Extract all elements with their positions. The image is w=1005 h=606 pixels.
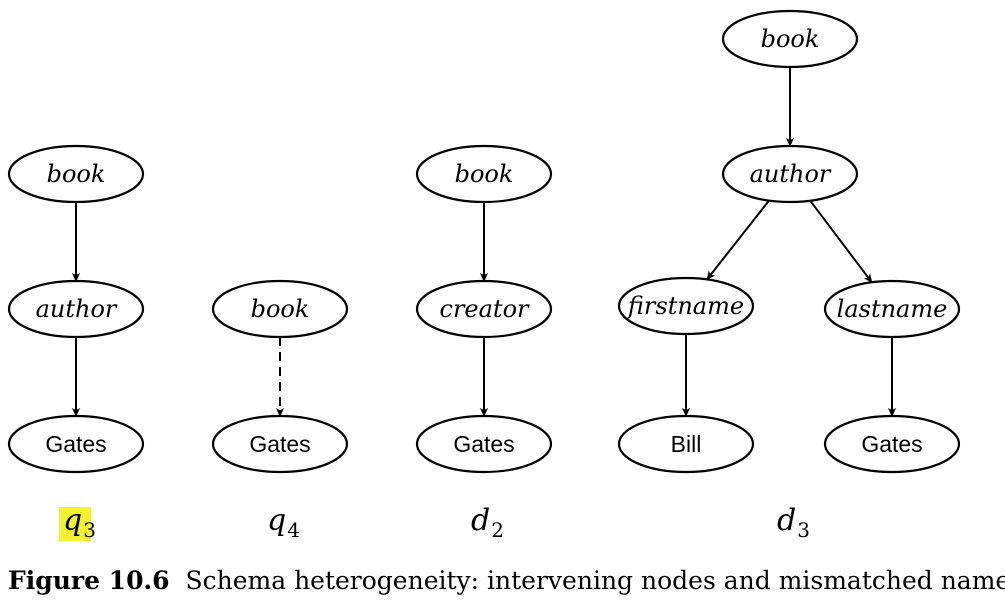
node-q4-gates: Gates — [211, 414, 349, 474]
node-label-q4-gates: Gates — [249, 431, 310, 457]
node-q3-book: book — [7, 144, 145, 204]
node-d3-lastname: lastname — [823, 279, 961, 339]
tree-label-index-d3: 3 — [797, 518, 810, 542]
node-q3-author: author — [7, 279, 145, 339]
node-ellipse-d3-author — [721, 144, 859, 204]
tree-label-q3: q3 — [59, 503, 96, 542]
tree-label-text-q3: q3 — [63, 503, 96, 542]
tree-label-index-q3: 3 — [83, 518, 96, 542]
node-label-q3-gates: Gates — [45, 431, 106, 457]
figure-caption-text: Schema heterogeneity: intervening nodes … — [185, 566, 1005, 595]
node-d3-gates: Gates — [823, 414, 961, 474]
schema-heterogeneity-diagram: book author Gates book Gates book creator Gates… — [7, 9, 961, 542]
node-ellipse-q4-gates — [211, 414, 349, 474]
node-ellipse-q3-book — [7, 144, 145, 204]
node-ellipse-d3-gates — [823, 414, 961, 474]
nodes-layer: book author Gates book Gates book creator Gates… — [7, 9, 961, 474]
highlight-marker — [59, 507, 91, 541]
node-d3-firstname: firstname — [617, 276, 755, 336]
node-q3-gates: Gates — [7, 414, 145, 474]
node-label-d3-book: book — [761, 25, 820, 53]
edges-layer — [71, 67, 897, 417]
tree-label-main-q3: q — [63, 503, 82, 538]
tree-label-q4: q4 — [267, 503, 300, 542]
node-d2-book: book — [415, 144, 553, 204]
figure-caption: Figure 10.6 Schema heterogeneity: interv… — [8, 566, 1005, 596]
tree-label-index-d2: 2 — [491, 518, 504, 542]
node-label-d3-gates: Gates — [861, 431, 922, 457]
tree-label-text-d2: d2 — [471, 503, 504, 542]
node-d2-creator: creator — [415, 279, 553, 339]
node-q4-book: book — [211, 279, 349, 339]
node-d3-bill: Bill — [617, 414, 755, 474]
node-ellipse-d3-lastname — [823, 279, 961, 339]
tree-label-main-d2: d — [471, 503, 490, 538]
node-label-d2-creator: creator — [440, 295, 531, 323]
child-edge-d3-author-to-d3-lastname — [809, 200, 873, 284]
tree-label-text-d3: d3 — [777, 503, 810, 542]
node-ellipse-d2-book — [415, 144, 553, 204]
tree-label-index-q4: 4 — [287, 518, 300, 542]
node-ellipse-d3-bill — [617, 414, 755, 474]
node-ellipse-d3-book — [721, 9, 859, 69]
tree-label-d2: d2 — [471, 503, 504, 542]
node-ellipse-d2-gates — [415, 414, 553, 474]
node-label-q3-book: book — [47, 160, 106, 188]
node-ellipse-d3-firstname — [617, 276, 755, 336]
node-label-d3-firstname: firstname — [626, 292, 744, 320]
node-label-d3-lastname: lastname — [837, 295, 948, 323]
node-label-q3-author: author — [36, 295, 118, 323]
node-label-d3-bill: Bill — [671, 431, 702, 457]
tree-labels-layer: q3 q4 d2 d3 — [59, 503, 810, 542]
figure-number: Figure 10.6 — [8, 566, 170, 595]
node-label-q4-book: book — [251, 295, 310, 323]
node-d3-author: author — [721, 144, 859, 204]
node-ellipse-q3-gates — [7, 414, 145, 474]
node-label-d2-gates: Gates — [453, 431, 514, 457]
tree-label-d3: d3 — [777, 503, 810, 542]
tree-label-main-q4: q — [267, 503, 286, 538]
node-label-d2-book: book — [455, 160, 514, 188]
node-ellipse-q3-author — [7, 279, 145, 339]
child-edge-d3-author-to-d3-firstname — [706, 199, 770, 281]
node-d3-book: book — [721, 9, 859, 69]
node-d2-gates: Gates — [415, 414, 553, 474]
node-label-d3-author: author — [750, 160, 832, 188]
tree-label-text-q4: q4 — [267, 503, 300, 542]
node-ellipse-q4-book — [211, 279, 349, 339]
tree-label-main-d3: d — [777, 503, 796, 538]
node-ellipse-d2-creator — [415, 279, 553, 339]
